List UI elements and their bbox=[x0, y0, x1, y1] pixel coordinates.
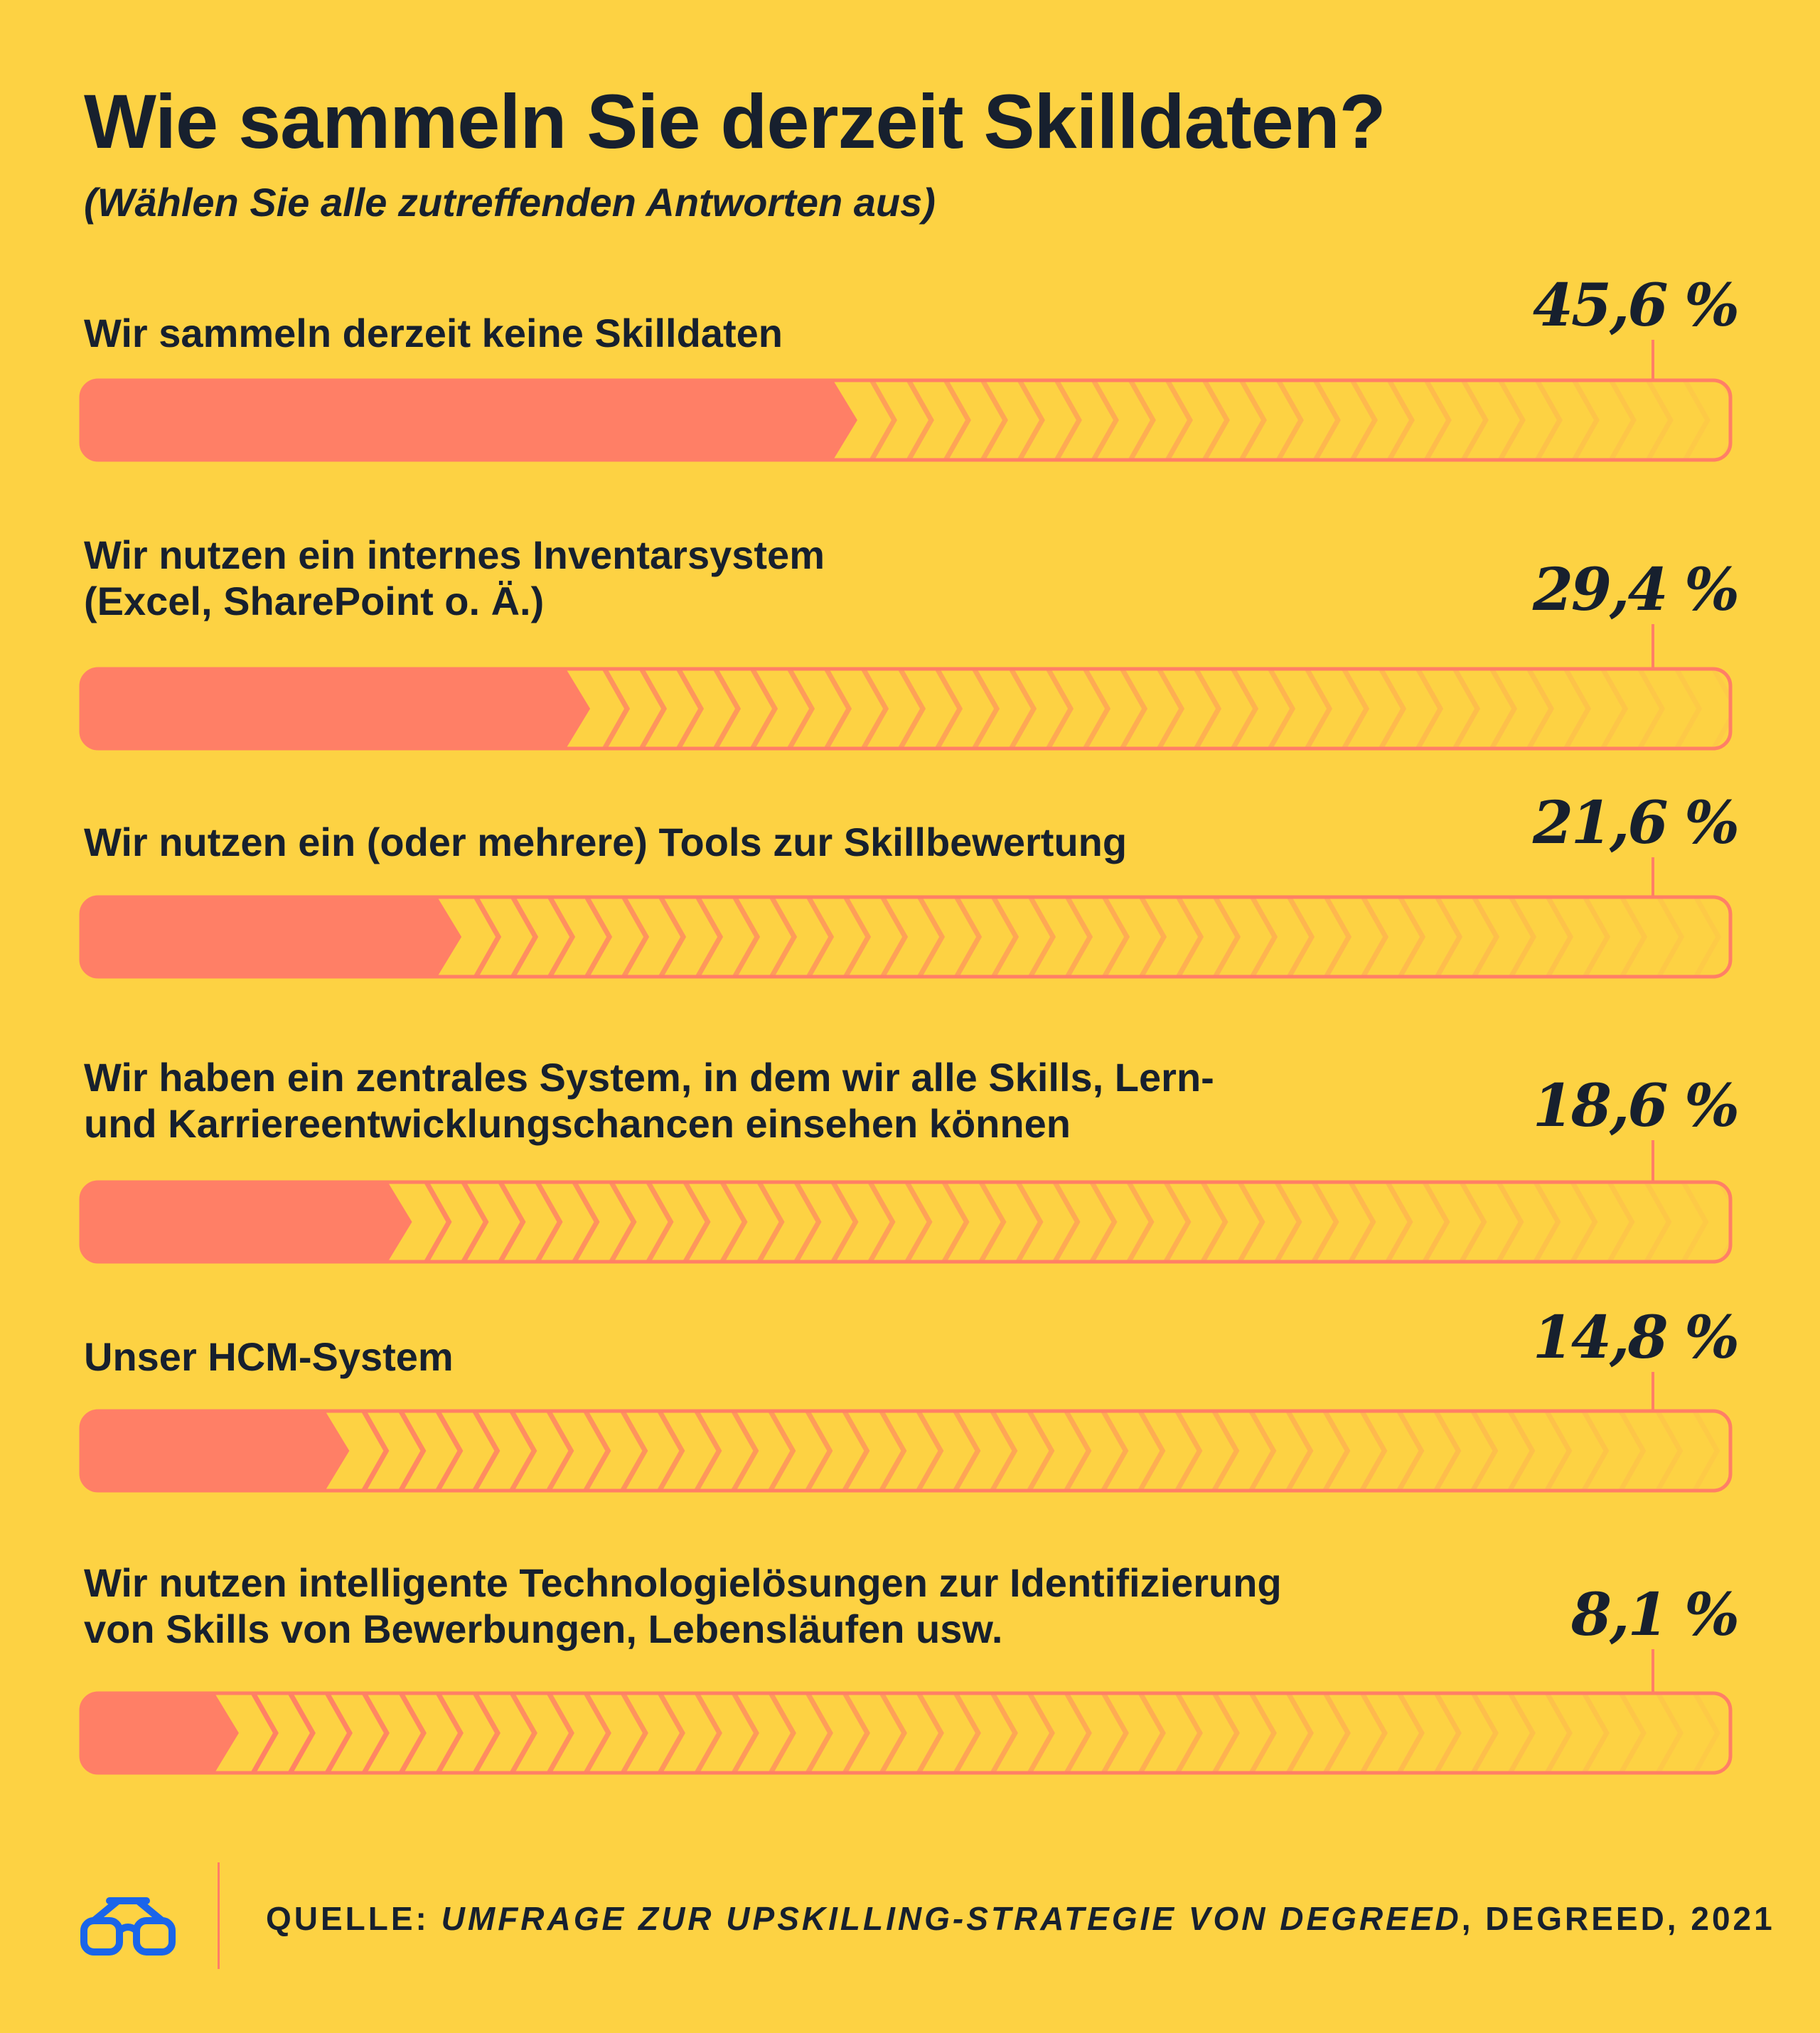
bar-fill bbox=[81, 897, 462, 977]
bar-track bbox=[81, 380, 1730, 460]
bar-label: Wir nutzen intelligente Technologielösun… bbox=[84, 1560, 1282, 1605]
bar-track bbox=[81, 1182, 1730, 1262]
bar-outline bbox=[79, 378, 1733, 462]
chart-title: Wie sammeln Sie derzeit Skilldaten? bbox=[84, 78, 1386, 164]
bar-chevrons bbox=[601, 669, 1730, 749]
bar-chevrons bbox=[472, 897, 1730, 977]
bar-label: und Karriereentwicklungschancen einsehen… bbox=[84, 1101, 1071, 1146]
bar-label: Wir nutzen ein internes Inventarsystem bbox=[84, 532, 825, 577]
bar-value-label: 29,4 % bbox=[1532, 556, 1738, 624]
bar-outline bbox=[79, 1691, 1733, 1775]
bar-label: von Skills von Bewerbungen, Lebensläufen… bbox=[84, 1606, 1002, 1651]
bar-fill bbox=[81, 1411, 350, 1491]
bar-label: Wir haben ein zentrales System, in dem w… bbox=[84, 1055, 1214, 1100]
bar-outline bbox=[79, 1180, 1733, 1264]
bar-track bbox=[81, 1693, 1730, 1773]
bar-label: Wir sammeln derzeit keine Skilldaten bbox=[84, 311, 783, 355]
bar-outline bbox=[79, 667, 1733, 751]
chart-subtitle: (Wählen Sie alle zutreffenden Antworten … bbox=[84, 180, 936, 225]
bar-fill bbox=[81, 1693, 239, 1773]
bar-track bbox=[81, 897, 1730, 977]
bar-label: Wir nutzen ein (oder mehrere) Tools zur … bbox=[84, 820, 1127, 864]
footer: QUELLE: UMFRAGE ZUR UPSKILLING-STRATEGIE… bbox=[0, 1862, 1820, 1983]
glasses-icon bbox=[80, 1897, 176, 1956]
bar-fill bbox=[81, 380, 857, 460]
bar-chevrons bbox=[360, 1411, 1730, 1491]
bar-chevrons bbox=[249, 1693, 1730, 1773]
bar-value-label: 8,1 % bbox=[1570, 1581, 1738, 1649]
bar-outline bbox=[79, 1409, 1733, 1493]
source-note: QUELLE: UMFRAGE ZUR UPSKILLING-STRATEGIE… bbox=[266, 1899, 1775, 1938]
source-suffix: , DEGREED, 2021 bbox=[1461, 1900, 1775, 1937]
bar-track bbox=[81, 669, 1730, 749]
bar-outline bbox=[79, 895, 1733, 979]
bar-chevrons bbox=[422, 1182, 1730, 1262]
bar-value-label: 21,6 % bbox=[1532, 789, 1738, 857]
bar-track bbox=[81, 1411, 1730, 1491]
bar-value-label: 18,6 % bbox=[1533, 1072, 1738, 1140]
bar-chart: Wir sammeln derzeit keine Skilldaten 45,6… bbox=[79, 272, 1740, 1775]
source-prefix: QUELLE: bbox=[266, 1900, 441, 1937]
bar-fill bbox=[81, 669, 591, 749]
source-title: UMFRAGE ZUR UPSKILLING-STRATEGIE VON DEG… bbox=[441, 1900, 1462, 1937]
bar-chevrons bbox=[867, 380, 1730, 460]
bar-fill bbox=[81, 1182, 412, 1262]
bar-label: (Excel, SharePoint o. Ä.) bbox=[84, 579, 544, 623]
bar-value-label: 45,6 % bbox=[1533, 272, 1738, 340]
bar-label: Unser HCM-System bbox=[84, 1334, 454, 1379]
footer-divider bbox=[218, 1862, 220, 1969]
bar-value-label: 14,8 % bbox=[1533, 1304, 1738, 1372]
